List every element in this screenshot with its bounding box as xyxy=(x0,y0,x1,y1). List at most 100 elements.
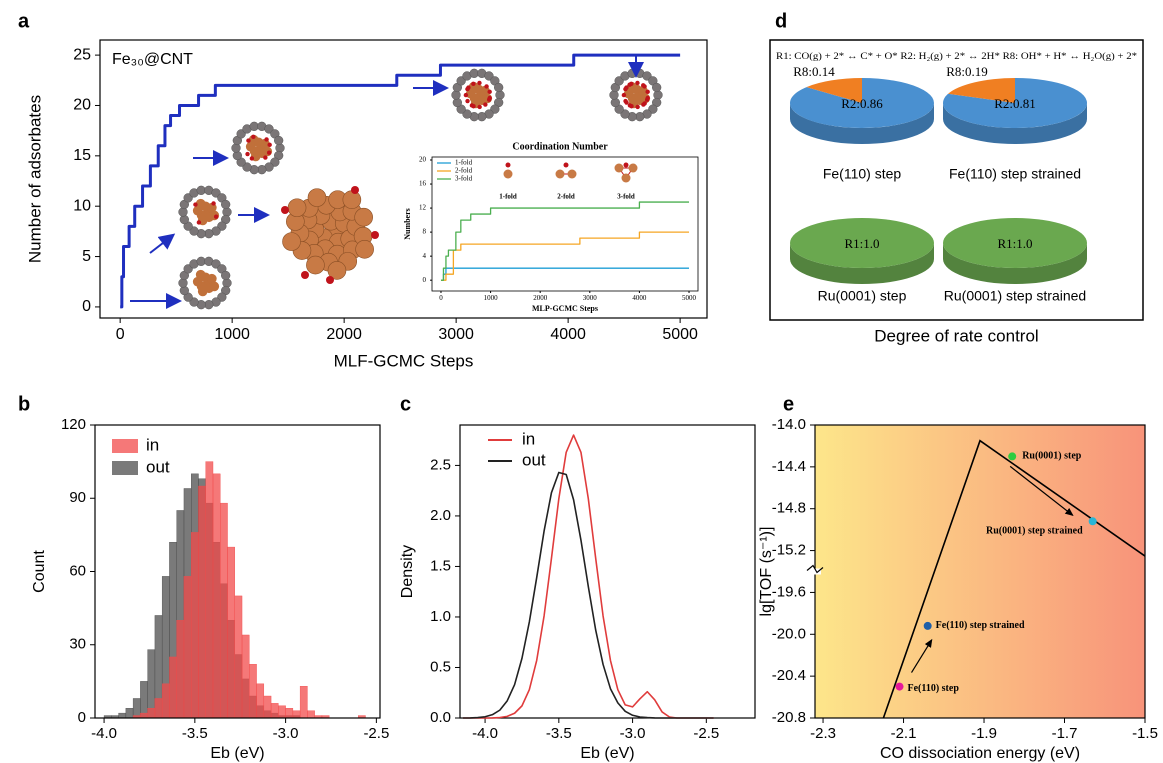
cnt-snapshot xyxy=(232,122,285,174)
histogram-bar xyxy=(155,698,162,718)
legend-label: out xyxy=(146,457,170,476)
x-axis-label: CO dissociation energy (eV) xyxy=(880,745,1080,762)
cnt-atom xyxy=(274,136,283,145)
histogram-bar xyxy=(286,708,293,718)
o-atom xyxy=(624,163,629,168)
y-tick-label: 20 xyxy=(73,97,91,114)
y-tick-label: 0 xyxy=(423,276,427,284)
histogram-bar xyxy=(177,620,184,718)
x-tick-label: -3.5 xyxy=(546,725,572,742)
data-point xyxy=(924,622,932,630)
data-line xyxy=(463,435,714,718)
o-atom xyxy=(281,206,289,214)
histogram-bar xyxy=(307,711,314,718)
data-line xyxy=(463,472,714,718)
histogram-bar xyxy=(271,703,278,718)
fe-atom xyxy=(343,191,361,209)
o-atom xyxy=(371,231,379,239)
fe-atom xyxy=(306,256,324,274)
annotation: 3-fold xyxy=(617,193,635,201)
histogram-bar xyxy=(162,684,169,718)
figure: 0100020003000400050000510152025MLF-GCMC … xyxy=(0,0,1163,763)
legend-label: 1-fold xyxy=(455,159,473,167)
o-atom xyxy=(623,87,627,91)
cnt-atom xyxy=(221,200,230,209)
x-tick-label: -1.5 xyxy=(1132,725,1158,742)
annotation: 1-fold xyxy=(499,193,517,201)
o-atom xyxy=(641,83,645,87)
slice-label: R8:0.19 xyxy=(946,64,988,79)
x-tick-label: 1000 xyxy=(484,294,499,302)
y-tick-label: -14.4 xyxy=(772,458,806,475)
o-atom xyxy=(246,138,250,142)
histogram-bar xyxy=(220,503,227,718)
histogram-bar xyxy=(133,698,140,718)
point-label: Ru(0001) step strained xyxy=(986,526,1083,537)
fe-atom xyxy=(504,170,513,179)
histogram-bar xyxy=(264,696,271,718)
histogram-bar xyxy=(278,706,285,718)
data-point xyxy=(896,683,904,691)
data-line xyxy=(441,232,689,280)
y-tick-label: 8 xyxy=(423,228,427,236)
o-atom xyxy=(326,276,334,284)
fe-atom xyxy=(568,170,577,179)
o-atom xyxy=(477,81,481,85)
o-atom xyxy=(464,93,468,97)
x-tick-label: -2.3 xyxy=(810,725,836,742)
legend-label: 3-fold xyxy=(455,175,473,183)
legend-label: out xyxy=(522,450,546,469)
cnt-atom xyxy=(494,83,503,92)
x-tick-label: 0 xyxy=(116,326,125,343)
x-tick-label: -3.0 xyxy=(273,725,299,742)
o-atom xyxy=(214,215,218,219)
data-line xyxy=(120,55,680,307)
fe-cluster xyxy=(281,186,379,284)
y-axis-label: lg[TOF (s⁻¹)] xyxy=(758,527,775,617)
pie-title: Ru(0001) step xyxy=(818,288,907,304)
y-tick-label: 90 xyxy=(69,489,86,506)
x-tick-label: 2000 xyxy=(533,294,548,302)
o-atom xyxy=(484,84,488,88)
y-tick-label: 0.0 xyxy=(430,709,451,726)
x-tick-label: -2.1 xyxy=(891,725,917,742)
fe-atom xyxy=(198,287,208,297)
histogram-bar xyxy=(140,681,147,718)
y-tick-label: 120 xyxy=(61,416,86,433)
x-tick-label: 3000 xyxy=(583,294,598,302)
x-axis-label: Eb (eV) xyxy=(210,745,264,762)
pie-title: Fe(110) step xyxy=(823,166,902,182)
x-tick-label: 4000 xyxy=(550,326,586,343)
histogram-bar xyxy=(235,596,242,718)
slice-label: R2:0.86 xyxy=(841,96,883,111)
fe-atom xyxy=(615,164,624,173)
o-atom xyxy=(465,87,469,91)
y-tick-label: 0.5 xyxy=(430,658,451,675)
fe-atom xyxy=(356,240,374,258)
fe-atom xyxy=(209,282,219,292)
x-tick-label: -4.0 xyxy=(91,725,117,742)
o-atom xyxy=(465,99,469,103)
x-tick-label: 2000 xyxy=(326,326,362,343)
x-tick-label: 1000 xyxy=(214,326,250,343)
fe-atom xyxy=(196,270,206,280)
o-atom xyxy=(628,82,632,86)
o-atom xyxy=(622,93,626,97)
data-line xyxy=(441,268,689,280)
histogram-bar xyxy=(213,474,220,718)
y-tick-label: 4 xyxy=(423,252,427,260)
histogram-bar xyxy=(119,713,126,718)
o-atom xyxy=(245,152,249,156)
cnt-snapshot xyxy=(179,257,232,309)
o-atom xyxy=(645,90,649,94)
y-tick-label: -20.4 xyxy=(772,667,806,684)
o-atom xyxy=(624,100,628,104)
x-tick-label: -1.7 xyxy=(1052,725,1078,742)
fe-atom xyxy=(283,233,301,251)
x-axis-label: MLF-GCMC Steps xyxy=(334,351,474,370)
reaction-legend: R1: CO(g) + 2* ↔ C* + O* R2: H₂(g) + 2* … xyxy=(776,51,1137,62)
y-tick-label: -20.8 xyxy=(772,709,806,726)
fe-atom xyxy=(622,174,631,183)
panel-label: e xyxy=(783,393,794,415)
o-atom xyxy=(564,163,569,168)
